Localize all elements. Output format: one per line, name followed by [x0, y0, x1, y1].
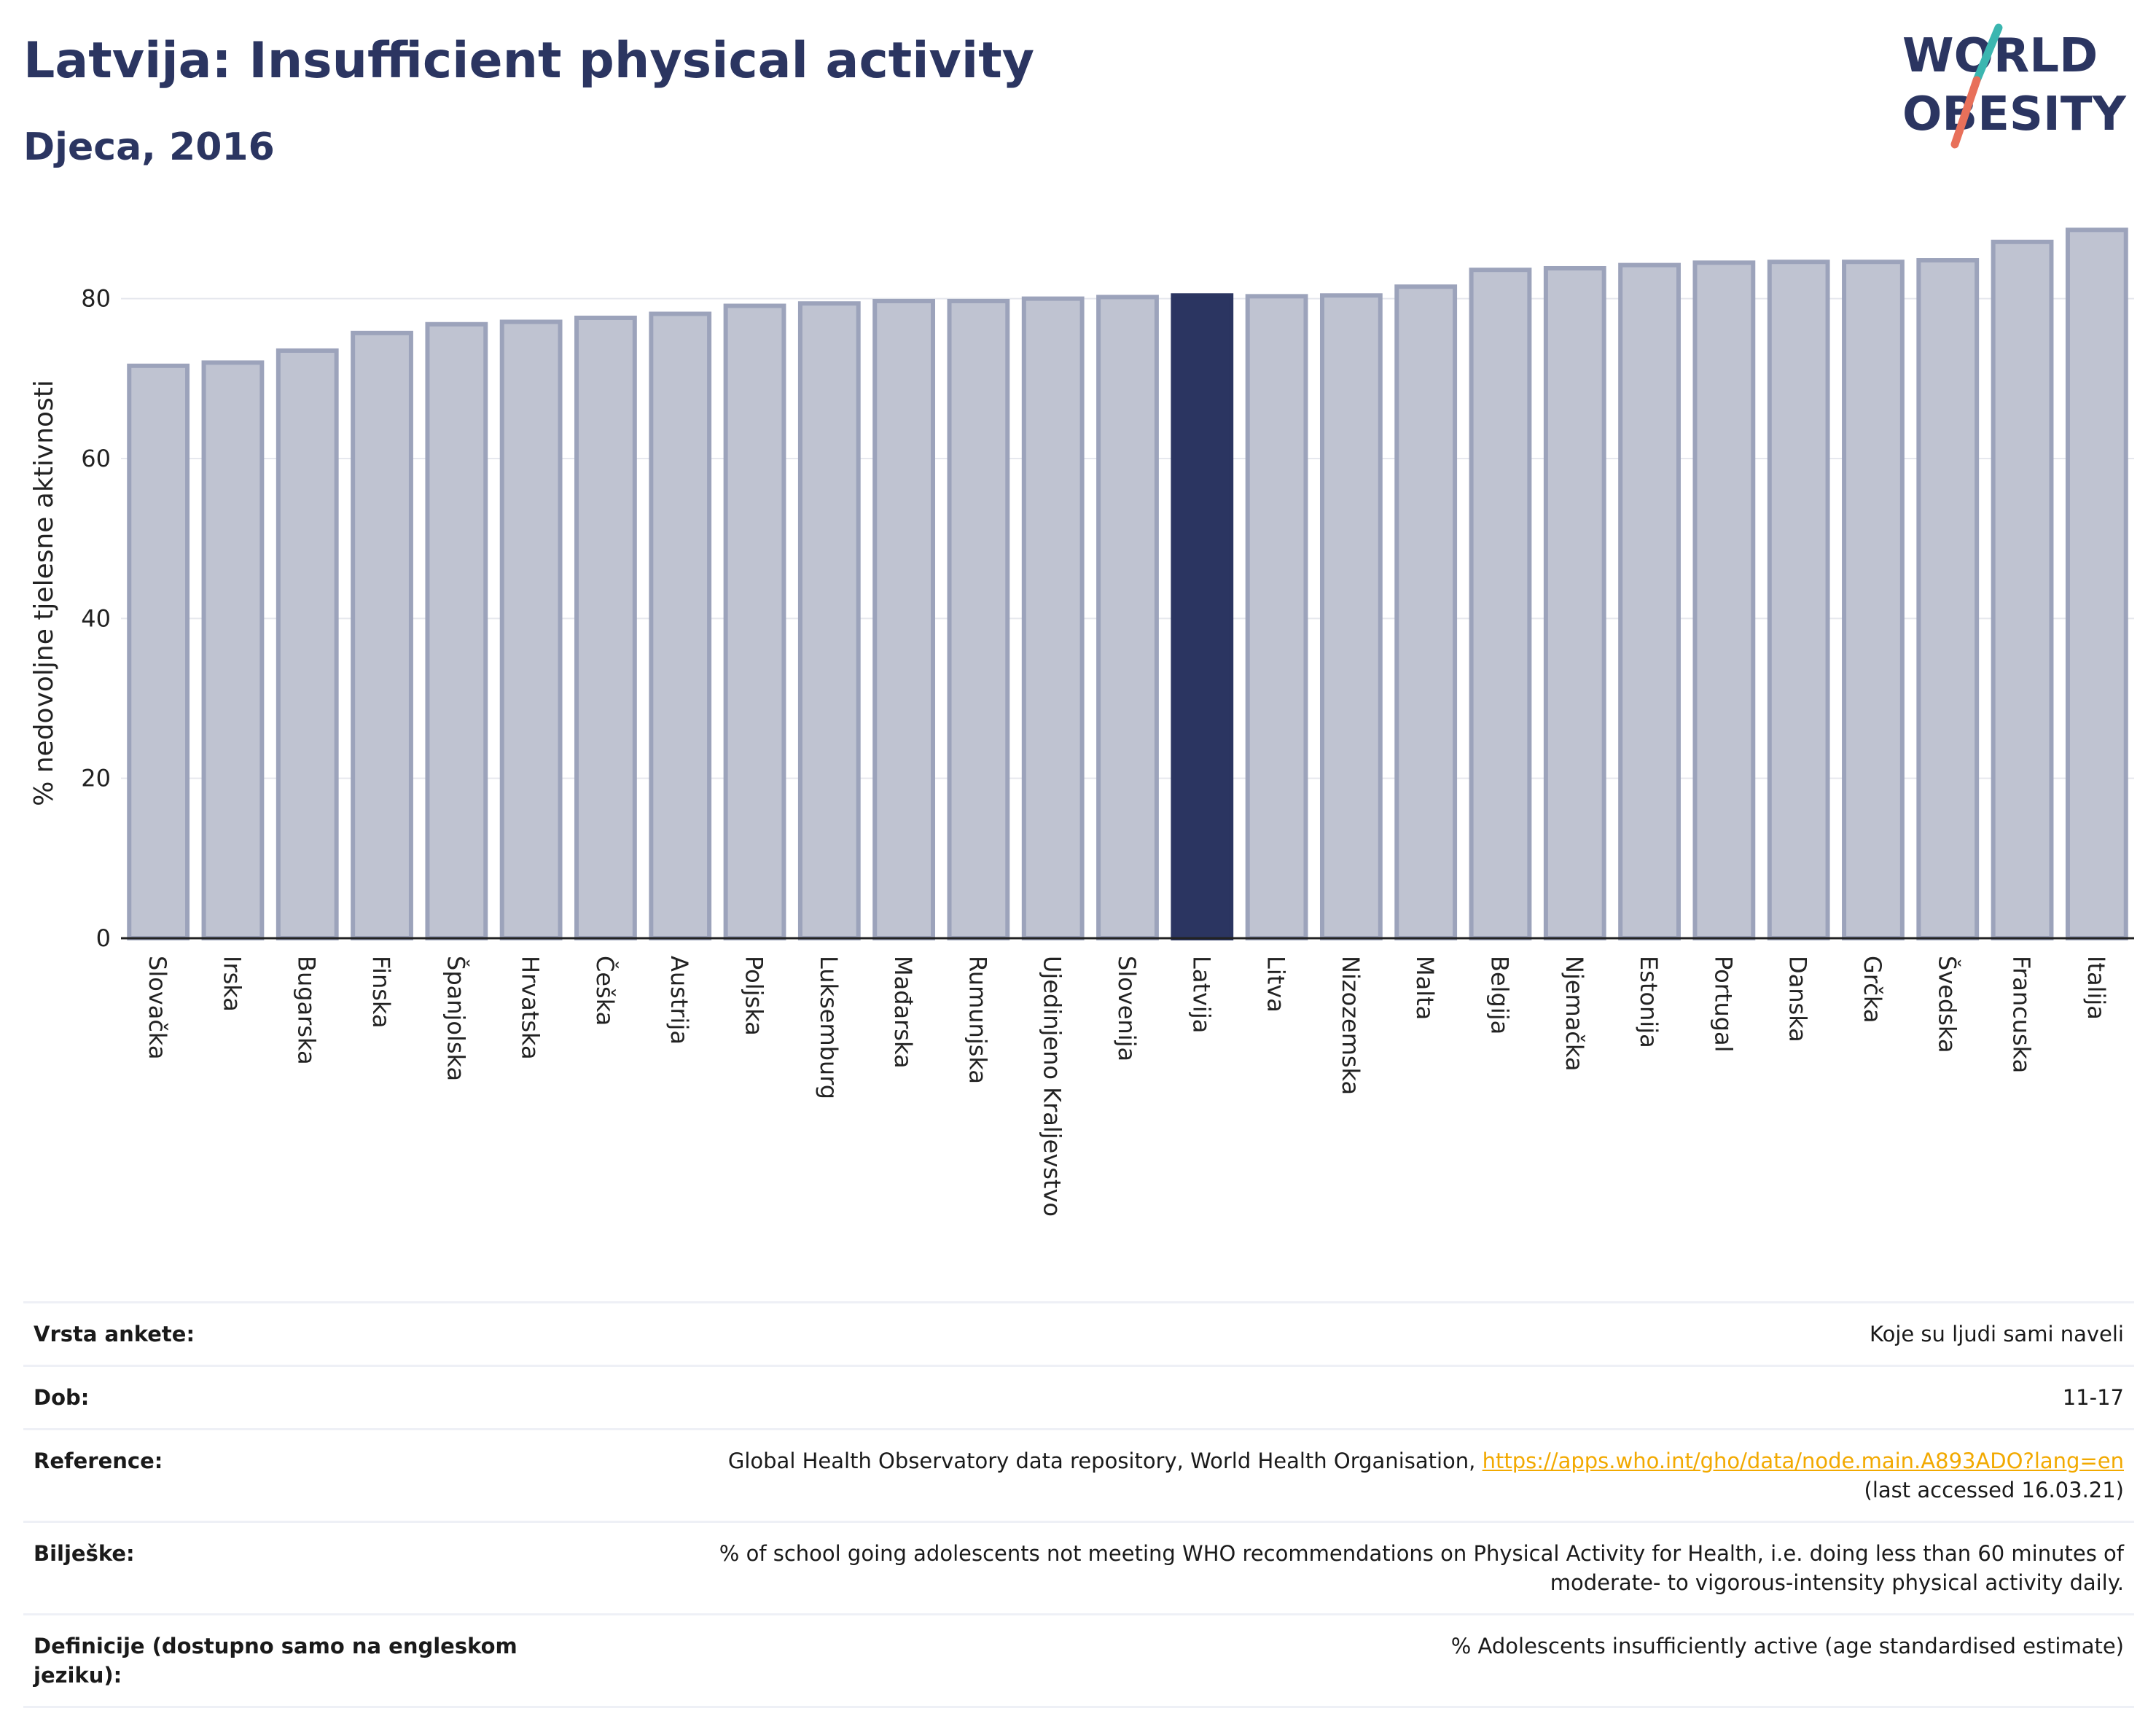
- notes-value: % of school going adolescents not meetin…: [544, 1539, 2124, 1597]
- chart-subtitle: Djeca, 2016: [23, 125, 275, 169]
- bar: [649, 311, 712, 940]
- x-category-label: Njemačka: [1561, 956, 1588, 1071]
- bar: [574, 315, 637, 940]
- bar: [1096, 295, 1159, 940]
- x-category-label: Švedska: [1933, 956, 1961, 1053]
- bar: [127, 363, 190, 940]
- x-category-label: Portugal: [1709, 956, 1737, 1053]
- bar: [276, 348, 339, 940]
- bar: [201, 360, 265, 940]
- bar: [1842, 260, 1905, 941]
- bar: [1543, 265, 1606, 940]
- bar: [1021, 296, 1085, 940]
- logo-line2: OBESITY: [1902, 87, 2126, 141]
- logo-slash-top: [1972, 23, 2003, 85]
- bars: [127, 227, 2128, 941]
- x-category-label: Irska: [218, 956, 246, 1012]
- x-category-label: Poljska: [741, 956, 768, 1036]
- x-category-label: Španjolska: [442, 956, 470, 1081]
- x-category-label: Luksemburg: [815, 956, 843, 1099]
- x-category-label: Belgija: [1485, 956, 1513, 1034]
- bar: [723, 303, 786, 940]
- x-category-label: Slovenija: [1113, 956, 1141, 1061]
- x-category-label: Slovačka: [144, 956, 171, 1060]
- x-category-label: Ujedinjeno Kraljevstvo: [1039, 956, 1066, 1217]
- bar: [1916, 258, 1980, 940]
- age-value: 11-17: [2062, 1385, 2124, 1410]
- x-category-label: Italija: [2082, 956, 2110, 1020]
- logo-slash-bottom: [1950, 76, 1981, 149]
- x-category-label: Malta: [1411, 956, 1439, 1020]
- meta-row-survey: Vrsta ankete: Koje su ljudi sami naveli: [23, 1301, 2134, 1365]
- x-category-label: Hrvatska: [517, 956, 544, 1060]
- y-tick-label: 0: [96, 924, 111, 952]
- x-category-label: Francuska: [2008, 956, 2036, 1073]
- reference-text: Global Health Observatory data repositor…: [727, 1449, 1483, 1473]
- bar: [351, 330, 413, 941]
- x-category-label: Grčka: [1859, 956, 1886, 1023]
- age-label: Dob:: [34, 1385, 90, 1410]
- y-tick-label: 60: [81, 445, 111, 472]
- bar: [1245, 294, 1308, 941]
- meta-row-reference: Reference: Global Health Observatory dat…: [23, 1428, 2134, 1521]
- labels: 0 20 40 60 80 Slovačka Irska Bugarska Finska Špan…: [29, 285, 2110, 1217]
- reference-label: Reference:: [34, 1449, 163, 1473]
- meta-row-age: Dob: 11-17: [23, 1365, 2134, 1428]
- x-category-label: Litva: [1262, 956, 1290, 1013]
- x-category-label: Latvija: [1187, 956, 1215, 1033]
- definition-label-line1: Definicije (dostupno samo na engleskom: [34, 1634, 517, 1658]
- x-category-label: Češka: [591, 956, 620, 1026]
- y-tick-label: 40: [81, 604, 111, 632]
- notes-line1: % of school going adolescents not meetin…: [719, 1541, 2124, 1566]
- meta-row-definition: Definicije (dostupno samo na engleskom j…: [23, 1613, 2134, 1708]
- y-tick-label: 80: [81, 285, 111, 313]
- bar: [1319, 293, 1383, 940]
- x-category-label: Mađarska: [889, 956, 917, 1069]
- notes-label: Bilješke:: [34, 1541, 135, 1566]
- bar-highlight: [1171, 293, 1234, 940]
- bar: [2065, 227, 2128, 940]
- bar: [1692, 260, 1756, 941]
- x-category-label: Bugarska: [293, 956, 321, 1065]
- x-category-label: Finska: [367, 956, 395, 1029]
- y-axis-label: % nedovoljne tjelesne aktivnosti: [29, 380, 59, 806]
- bar: [1991, 239, 2054, 940]
- bar: [499, 319, 563, 941]
- survey-value: Koje su ljudi sami naveli: [1870, 1322, 2124, 1346]
- definition-label-line2: jeziku):: [34, 1663, 122, 1688]
- x-category-label: Nizozemska: [1337, 956, 1364, 1095]
- bar: [1469, 268, 1532, 941]
- x-category-label: Estonija: [1635, 956, 1663, 1048]
- bar: [797, 301, 861, 941]
- bar-chart: 0 20 40 60 80 Slovačka Irska Bugarska Finska Špan…: [29, 227, 2134, 1217]
- bar: [1394, 284, 1458, 940]
- logo-line1: WORLD: [1902, 29, 2098, 83]
- bar: [1618, 262, 1681, 940]
- definition-value: % Adolescents insufficiently active (age…: [1450, 1634, 2124, 1658]
- bar: [872, 298, 936, 940]
- bar: [947, 298, 1010, 940]
- survey-label: Vrsta ankete:: [34, 1322, 195, 1346]
- y-tick-label: 20: [81, 765, 111, 792]
- notes-line2: moderate- to vigorous-intensity physical…: [1550, 1570, 2124, 1595]
- definition-label: Definicije (dostupno samo na engleskom j…: [34, 1631, 544, 1690]
- reference-accessed: (last accessed 16.03.21): [1864, 1478, 2124, 1502]
- x-category-label: Austrija: [665, 956, 693, 1045]
- x-category-label: Rumunjska: [964, 956, 991, 1084]
- reference-link[interactable]: https://apps.who.int/gho/data/node.main.…: [1482, 1449, 2124, 1473]
- meta-row-notes: Bilješke: % of school going adolescents …: [23, 1521, 2134, 1613]
- bar: [425, 321, 488, 940]
- bar: [1767, 260, 1830, 941]
- chart-title: Latvija: Insufficient physical activity: [23, 32, 1035, 90]
- reference-value: Global Health Observatory data repositor…: [544, 1446, 2124, 1505]
- metadata-table: Vrsta ankete: Koje su ljudi sami naveli …: [23, 1301, 2134, 1708]
- x-category-label: Danska: [1784, 956, 1812, 1042]
- world-obesity-logo: WORLD OBESITY: [1902, 23, 2126, 149]
